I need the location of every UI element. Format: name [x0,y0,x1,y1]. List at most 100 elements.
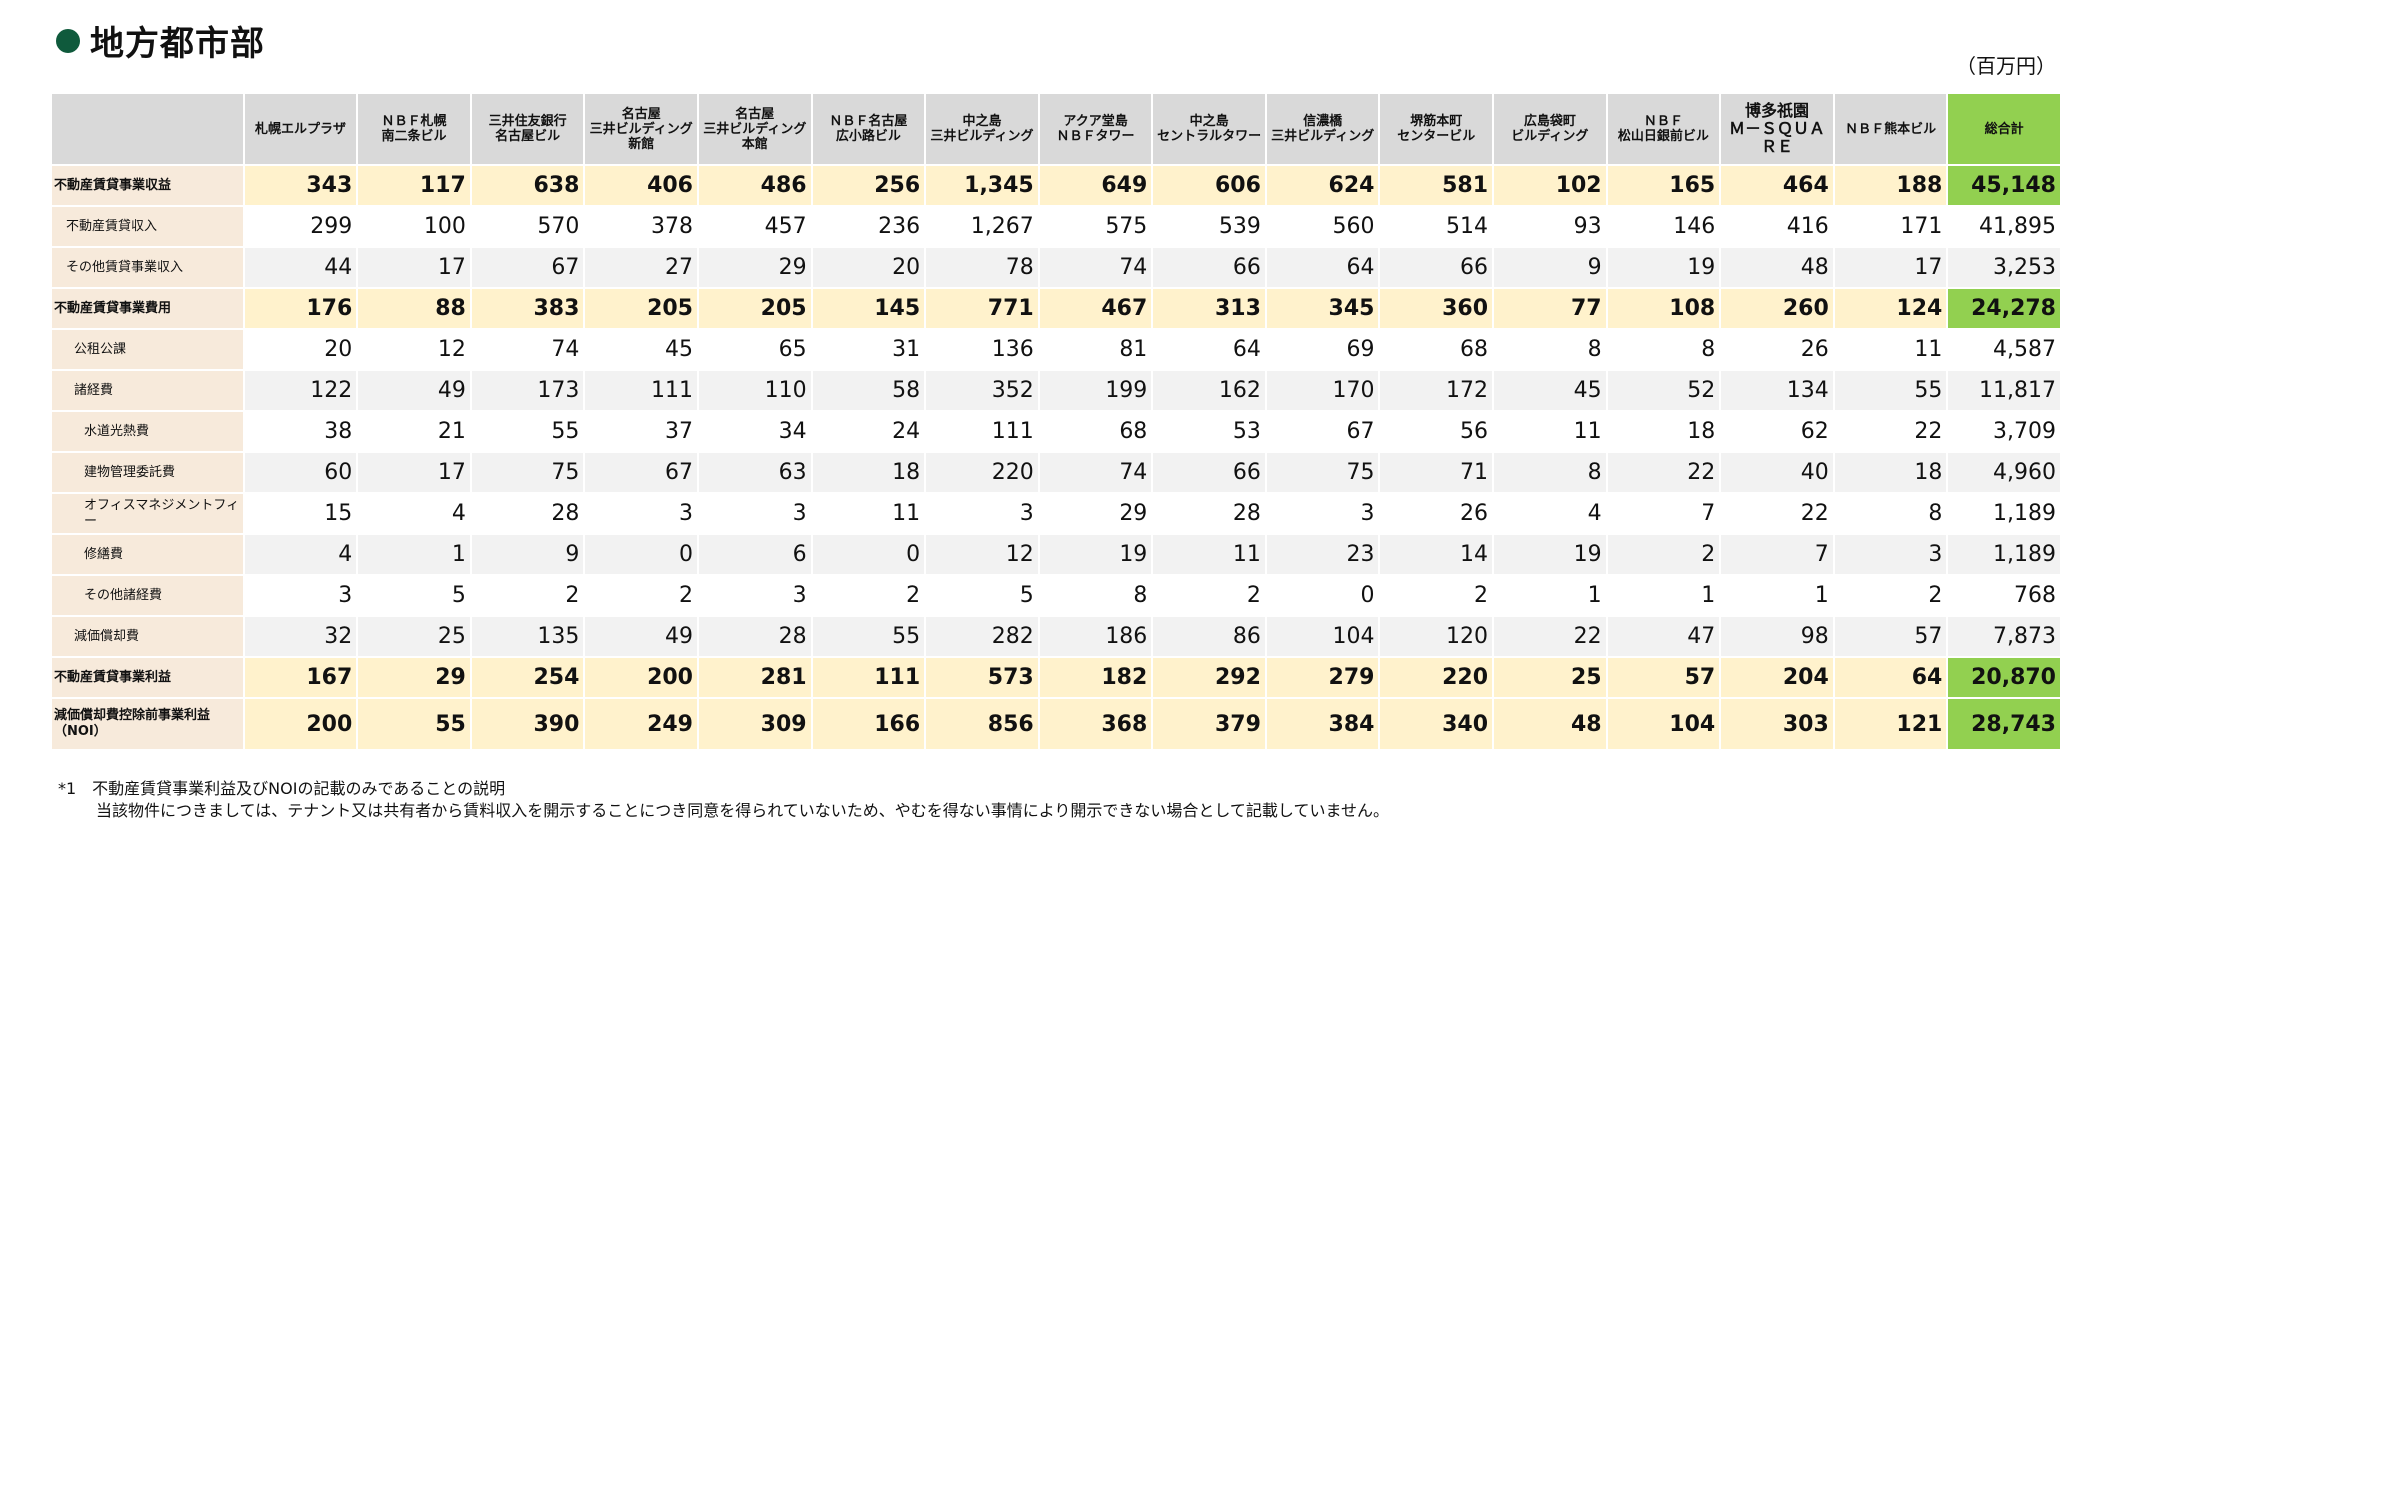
table-cell: 3,253 [1948,248,2060,287]
table-cell: 11 [812,494,925,533]
table-cell: 256 [812,166,925,205]
table-cell: 1 [1721,576,1833,615]
row-label: 水道光熱費 [52,412,243,451]
table-cell: 200 [244,699,357,749]
row-label: 減価償却費控除前事業利益 （NOI） [52,699,243,749]
table-cell: 9 [1494,248,1606,287]
table-cell: 313 [1153,289,1265,328]
table-cell: 38 [244,412,357,451]
table-cell: 282 [926,617,1038,656]
table-cell: 384 [1266,699,1379,749]
table-cell: 7,873 [1948,617,2060,656]
column-header: 総合計 [1948,94,2060,164]
table-cell: 303 [1721,699,1833,749]
table-cell: 220 [1380,658,1493,697]
column-header: 札幌エルプラザ [244,94,357,164]
table-cell: 200 [585,658,697,697]
table-cell: 186 [1039,617,1152,656]
table-cell: 18 [1834,453,1947,492]
table-cell: 102 [1494,166,1606,205]
table-cell: 0 [1266,576,1379,615]
table-cell: 360 [1380,289,1493,328]
table-cell: 379 [1153,699,1265,749]
table-cell: 110 [699,371,811,410]
table-cell: 2 [812,576,925,615]
table-cell: 26 [1380,494,1493,533]
table-cell: 22 [1607,453,1720,492]
table-cell: 383 [471,289,584,328]
table-cell: 71 [1380,453,1493,492]
table-cell: 28 [1153,494,1265,533]
table-cell: 93 [1494,207,1606,246]
column-header: 信濃橋 三井ビルディング [1266,94,1379,164]
table-cell: 58 [812,371,925,410]
table-cell: 8 [1834,494,1947,533]
footnotes: *1 不動産賃貸事業利益及びNOIの記載のみであることの説明 当該物件につきまし… [58,778,1389,822]
table-cell: 167 [244,658,357,697]
footnote-1: *1 不動産賃貸事業利益及びNOIの記載のみであることの説明 [58,779,506,798]
column-header: 名古屋 三井ビルディング 新館 [585,94,697,164]
table-cell: 74 [1039,248,1152,287]
table-row: 不動産賃貸事業収益 343 117 638 406 486 256 1,345 649 606 62… [52,166,2060,205]
table-cell: 75 [1266,453,1379,492]
row-label: オフィスマネジメントフィー [52,494,243,533]
table-cell: 48 [1494,699,1606,749]
table-row: 不動産賃貸事業利益 167 29 254 200 281 111 573 182 292 279 22… [52,658,2060,697]
table-cell: 343 [244,166,357,205]
table-cell: 1,189 [1948,535,2060,574]
table-cell: 5 [926,576,1038,615]
table-cell: 68 [1039,412,1152,451]
table-cell: 108 [1607,289,1720,328]
table-row: 不動産賃貸収入 299 100 570 378 457 236 1,267 575 539 560 5… [52,207,2060,246]
table-cell: 57 [1834,617,1947,656]
table-cell: 28 [699,617,811,656]
table-cell: 205 [699,289,811,328]
table-cell: 64 [1153,330,1265,369]
table-cell: 19 [1494,535,1606,574]
table-cell: 12 [926,535,1038,574]
table-row: 減価償却費控除前事業利益 （NOI） 200 55 390 249 309 166 856 36… [52,699,2060,749]
table-cell: 581 [1380,166,1493,205]
bullet-dot-icon [56,28,80,53]
table-cell: 67 [471,248,584,287]
table-cell: 1,267 [926,207,1038,246]
table-row: 諸経費 122 49 173 111 110 58 352 199 162 170 172 45 52 13… [52,371,2060,410]
table-cell: 2 [585,576,697,615]
table-cell: 0 [812,535,925,574]
table-cell: 31 [812,330,925,369]
table-cell: 3 [699,576,811,615]
table-cell: 7 [1721,535,1833,574]
table-cell: 7 [1607,494,1720,533]
table-cell: 260 [1721,289,1833,328]
table-row: 公租公課 20 12 74 45 65 31 136 81 64 69 68 8 8 26 11 4,587 [52,330,2060,369]
table-cell: 18 [812,453,925,492]
table-cell: 1,345 [926,166,1038,205]
table-cell: 41,895 [1948,207,2060,246]
table-cell: 8 [1494,453,1606,492]
table-cell: 3 [1266,494,1379,533]
table-cell: 60 [244,453,357,492]
table-cell: 8 [1607,330,1720,369]
table-cell: 8 [1494,330,1606,369]
table-cell: 570 [471,207,584,246]
table-cell: 78 [926,248,1038,287]
table-cell: 1,189 [1948,494,2060,533]
column-header: 中之島 セントラルタワー [1153,94,1265,164]
table-cell: 12 [358,330,470,369]
table-cell: 74 [1039,453,1152,492]
table-cell: 22 [1494,617,1606,656]
table-cell: 171 [1834,207,1947,246]
table-cell: 66 [1153,453,1265,492]
table-body: 不動産賃貸事業収益 343 117 638 406 486 256 1,345 649 606 62… [52,166,2060,749]
table-cell: 8 [1039,576,1152,615]
footnote-1-detail: 当該物件につきましては、テナント又は共有者から賃料収入を開示することにつき同意を… [96,801,1389,820]
table-cell: 24,278 [1948,289,2060,328]
table-cell: 768 [1948,576,2060,615]
table-cell: 22 [1834,412,1947,451]
table-cell: 55 [1834,371,1947,410]
table-cell: 17 [358,248,470,287]
table-cell: 68 [1380,330,1493,369]
table-cell: 74 [471,330,584,369]
table-cell: 52 [1607,371,1720,410]
table-cell: 166 [812,699,925,749]
